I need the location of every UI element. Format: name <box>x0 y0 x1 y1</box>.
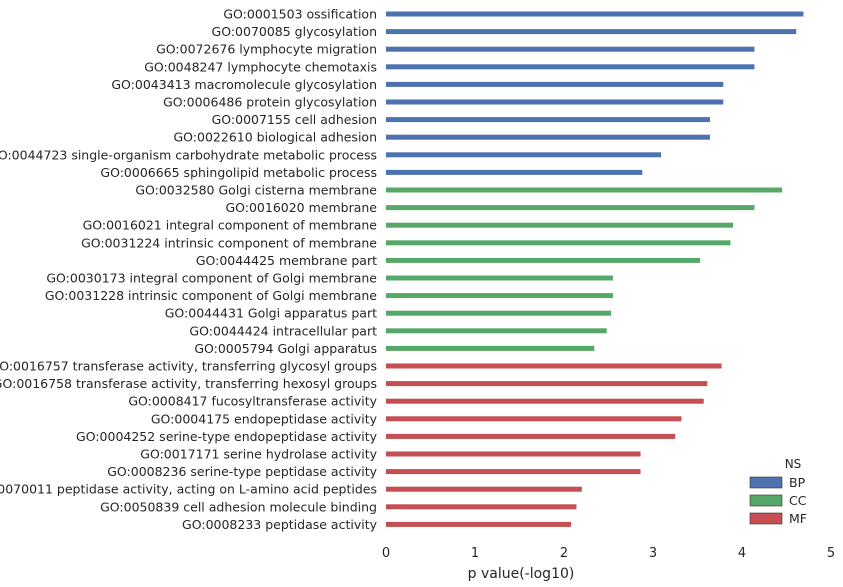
legend-label: BP <box>789 475 806 490</box>
bar <box>386 152 662 158</box>
x-axis-label: p value(-log10) <box>468 566 575 582</box>
category-label: GO:0007155 cell adhesion <box>212 112 377 127</box>
bar <box>386 416 682 422</box>
bar <box>386 504 577 510</box>
category-label: GO:0044431 Golgi apparatus part <box>165 306 377 321</box>
bar <box>386 310 612 316</box>
category-label: GO:0043413 macromolecule glycosylation <box>111 77 377 92</box>
bar <box>386 381 708 387</box>
category-label: GO:0048247 lymphocyte chemotaxis <box>144 59 377 74</box>
category-label: GO:0006665 sphingolipid metabolic proces… <box>100 165 377 180</box>
category-label: GO:0070085 glycosylation <box>212 24 377 39</box>
bar <box>386 486 582 492</box>
category-label: GO:0016021 integral component of membran… <box>83 218 378 233</box>
category-label: GO:0044425 membrane part <box>196 253 377 268</box>
legend-swatch-mf <box>749 512 783 525</box>
category-label: GO:0008417 fucosyltransferase activity <box>128 394 377 409</box>
category-label: GO:0005794 Golgi apparatus <box>194 341 377 356</box>
bar <box>386 293 613 299</box>
legend-swatch-cc <box>749 494 783 507</box>
bar <box>386 451 641 457</box>
bar <box>386 328 607 334</box>
category-label: GO:0017171 serine hydrolase activity <box>140 447 377 462</box>
category-label: GO:0004175 endopeptidase activity <box>151 411 378 426</box>
category-label: GO:0022610 biological adhesion <box>174 130 378 145</box>
x-tick-label: 3 <box>649 546 657 561</box>
bar <box>386 275 613 281</box>
category-label: GO:0032580 Golgi cisterna membrane <box>135 183 377 198</box>
bar <box>386 469 641 475</box>
category-label: GO:0016757 transferase activity, transfe… <box>0 359 377 374</box>
category-label: GO:0044424 intracellular part <box>189 323 377 338</box>
bar <box>386 363 722 369</box>
bar <box>386 46 755 52</box>
x-tick-label: 4 <box>738 546 746 561</box>
category-label: GO:0070011 peptidase activity, acting on… <box>0 482 377 497</box>
category-label: GO:0030173 integral component of Golgi m… <box>46 271 377 286</box>
category-label: GO:0050839 cell adhesion molecule bindin… <box>100 499 377 514</box>
bar <box>386 521 572 527</box>
category-label: GO:0004252 serine-type endopeptidase act… <box>76 429 378 444</box>
bar <box>386 205 755 211</box>
bar <box>386 240 731 246</box>
bars <box>386 11 804 527</box>
bar <box>386 257 701 263</box>
bar <box>386 345 595 351</box>
x-axis-ticks: 0 1 2 3 4 5 <box>382 546 835 561</box>
category-label: GO:0006486 protein glycosylation <box>163 95 377 110</box>
legend-title: NS <box>785 457 802 471</box>
category-label: GO:0001503 ossification <box>223 7 377 22</box>
category-label: GO:0016020 membrane <box>225 200 377 215</box>
bar <box>386 99 724 105</box>
category-labels: GO:0001503 ossification GO:0070085 glycos… <box>0 7 378 532</box>
legend-swatch-bp <box>749 476 783 489</box>
category-label: GO:0044723 single-organism carbohydrate … <box>0 147 377 162</box>
x-tick-label: 2 <box>560 546 568 561</box>
category-label: GO:0008233 peptidase activity <box>182 517 378 532</box>
category-label: GO:0031224 intrinsic component of membra… <box>81 235 377 250</box>
bar <box>386 433 676 439</box>
legend-label: CC <box>789 493 807 508</box>
category-label: GO:0008236 serine-type peptidase activit… <box>107 464 377 479</box>
bar <box>386 187 783 193</box>
bar <box>386 11 804 17</box>
bar <box>386 169 643 175</box>
bar <box>386 117 710 123</box>
category-label: GO:0031228 intrinsic component of Golgi … <box>45 288 377 303</box>
legend: NS BP CC MF <box>749 457 807 526</box>
category-label: GO:0072676 lymphocyte migration <box>156 42 377 57</box>
bar <box>386 134 710 140</box>
x-tick-label: 0 <box>382 546 390 561</box>
x-tick-label: 1 <box>471 546 479 561</box>
category-label: GO:0016758 transferase activity, transfe… <box>0 376 377 391</box>
bar <box>386 398 704 404</box>
bar <box>386 81 724 87</box>
bar <box>386 29 797 35</box>
bar <box>386 222 734 228</box>
x-tick-label: 5 <box>827 546 835 561</box>
bar <box>386 64 755 70</box>
legend-label: MF <box>789 511 807 526</box>
